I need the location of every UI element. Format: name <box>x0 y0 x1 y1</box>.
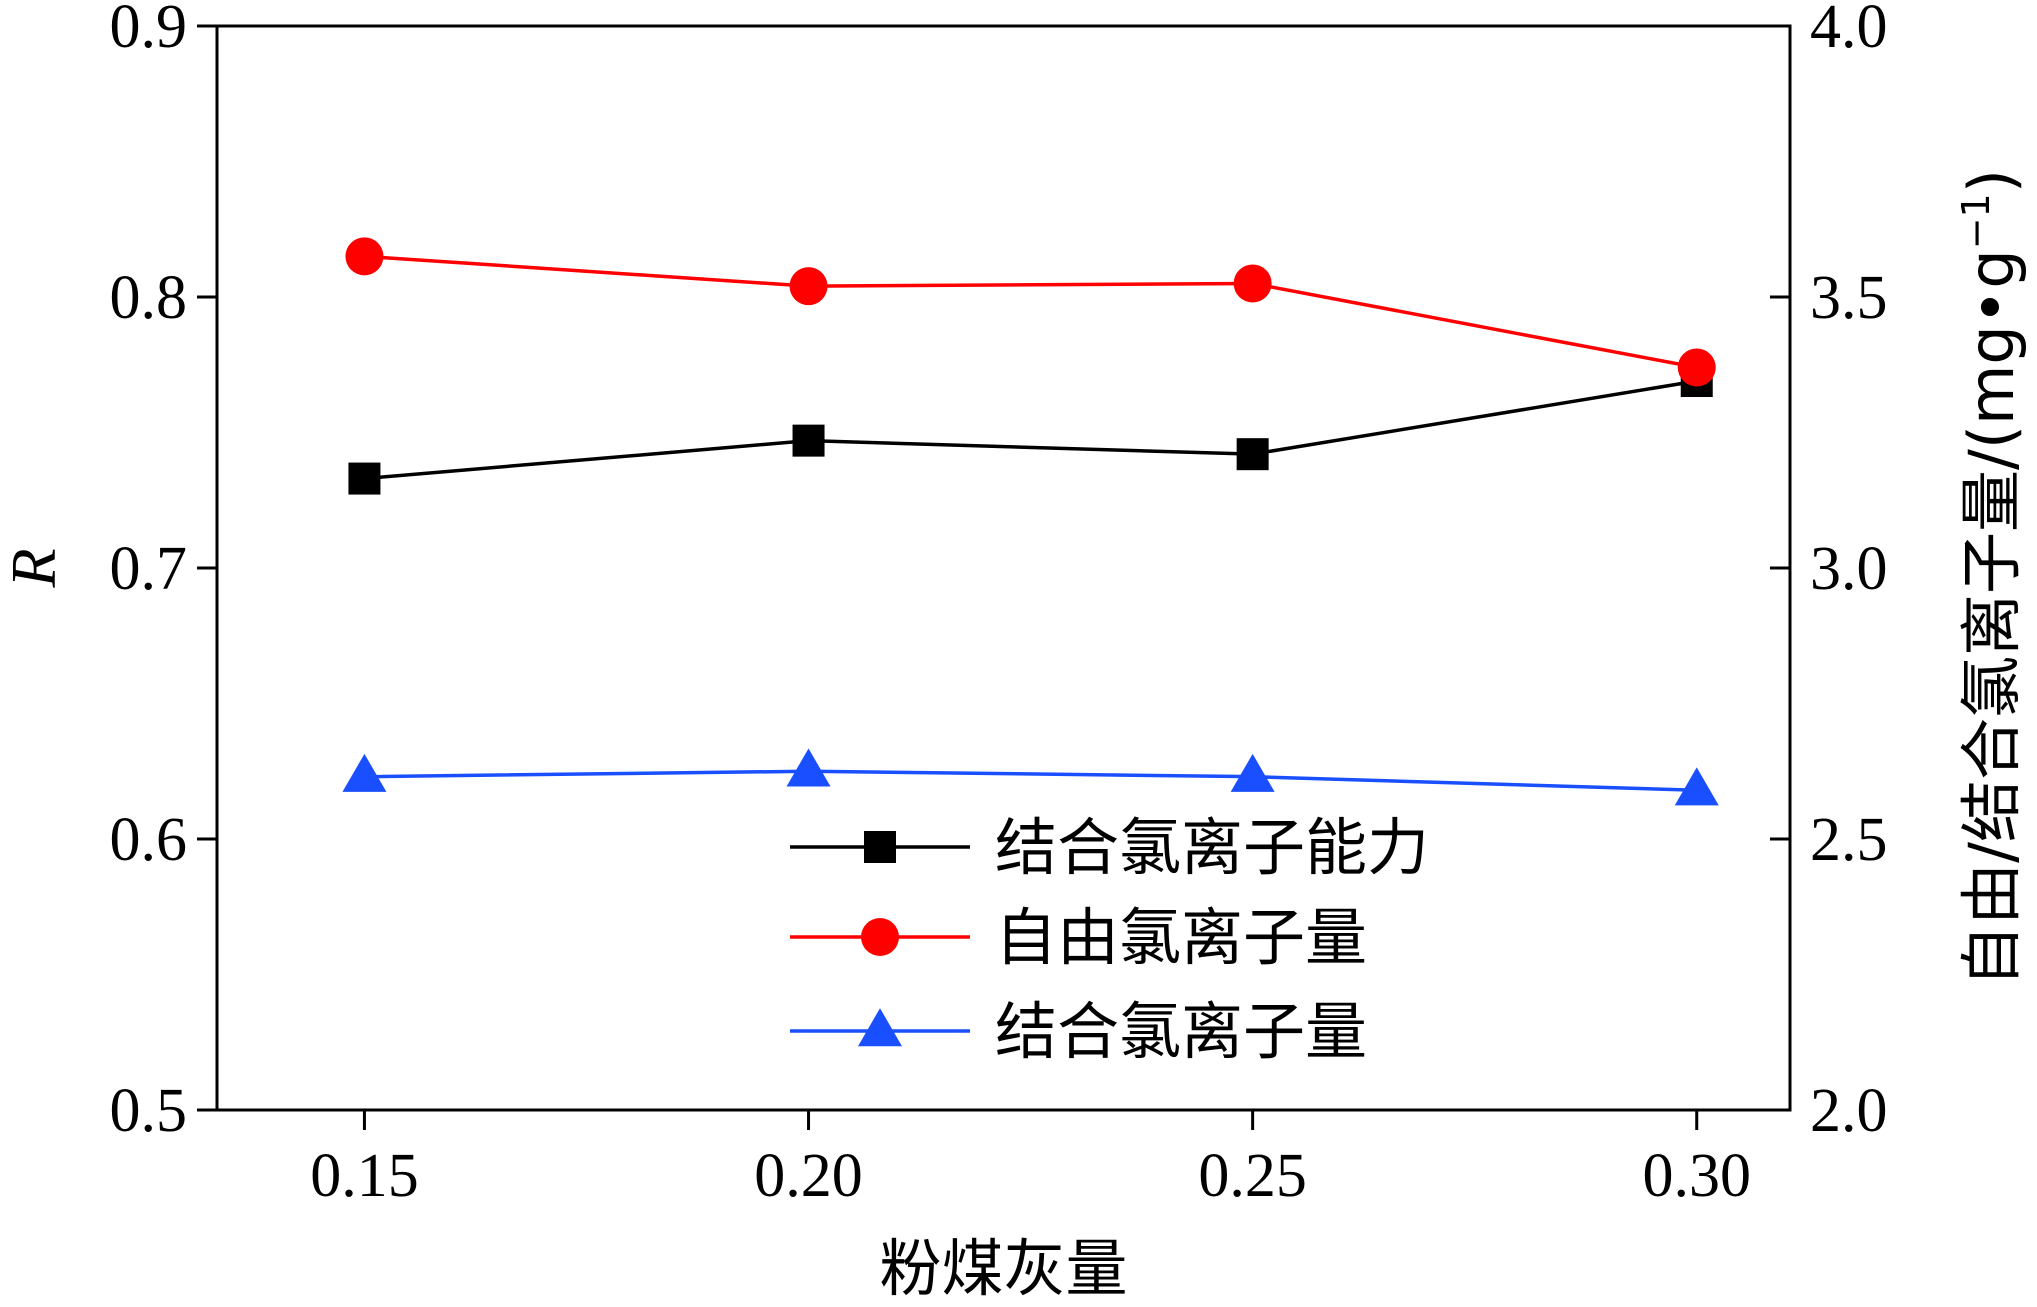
y-left-tick-label: 0.8 <box>110 264 188 332</box>
x-tick-label: 0.30 <box>1642 1142 1751 1210</box>
data-point <box>1674 767 1719 806</box>
series-1 <box>348 365 1713 495</box>
legend-label: 结合氯离子能力 <box>995 811 1429 884</box>
series-line <box>364 379 1698 481</box>
series-line <box>364 769 1697 792</box>
y-right-tick-label: 2.0 <box>1810 1077 1888 1145</box>
y-left-tick-label: 0.6 <box>110 806 188 874</box>
y-right-tick-label: 2.5 <box>1810 806 1888 874</box>
data-point <box>1230 753 1275 792</box>
series-2 <box>345 237 1716 387</box>
y-left-tick-label: 0.5 <box>110 1077 188 1145</box>
y-right-axis-title-sup: −1 <box>1954 193 1998 249</box>
y-right-tick-label: 4.0 <box>1810 0 1888 61</box>
y-right-axis-title: 自由/结合氯离子量/(mg•g−1) <box>1954 169 2028 987</box>
y-right-tick-label: 3.0 <box>1810 535 1888 603</box>
y-right-axis-title-main: 自由/结合氯离子量/(mg•g <box>1955 249 2028 987</box>
data-point <box>789 267 828 306</box>
legend-item: 结合氯离子能力 <box>790 811 1429 884</box>
x-tick-label: 0.25 <box>1198 1142 1307 1210</box>
series-layer <box>342 237 1719 806</box>
data-point <box>342 753 387 792</box>
legend-marker <box>861 918 899 956</box>
y-left-tick-label: 0.7 <box>110 535 188 603</box>
series-3 <box>342 748 1719 806</box>
data-point <box>345 237 384 276</box>
legend-item: 结合氯离子量 <box>790 995 1367 1068</box>
x-axis-title: 粉煤灰量 <box>879 1232 1127 1305</box>
data-point <box>1677 348 1716 387</box>
data-point <box>786 748 831 787</box>
y-left-tick-label: 0.9 <box>110 0 188 61</box>
y-right-tick-label: 3.5 <box>1810 264 1888 332</box>
data-point <box>1236 438 1269 471</box>
legend-item: 自由氯离子量 <box>790 901 1367 974</box>
y-right-axis-title-close: ) <box>1955 169 2028 193</box>
legend-marker <box>858 1008 902 1047</box>
series-line <box>364 254 1698 370</box>
data-point <box>792 424 825 457</box>
legend-label: 结合氯离子量 <box>995 995 1367 1068</box>
data-point <box>348 462 381 495</box>
legend-label: 自由氯离子量 <box>995 901 1367 974</box>
axis-ticks: 0.15 0.20 0.25 0.30 0.5 0.6 0.7 0.8 0.9 2.0 2.5 3.0… <box>110 0 1888 1210</box>
y-left-axis-title: R <box>0 548 69 588</box>
data-point <box>1233 264 1272 303</box>
x-tick-label: 0.15 <box>310 1142 419 1210</box>
x-tick-label: 0.20 <box>754 1142 863 1210</box>
legend-marker <box>864 831 896 863</box>
